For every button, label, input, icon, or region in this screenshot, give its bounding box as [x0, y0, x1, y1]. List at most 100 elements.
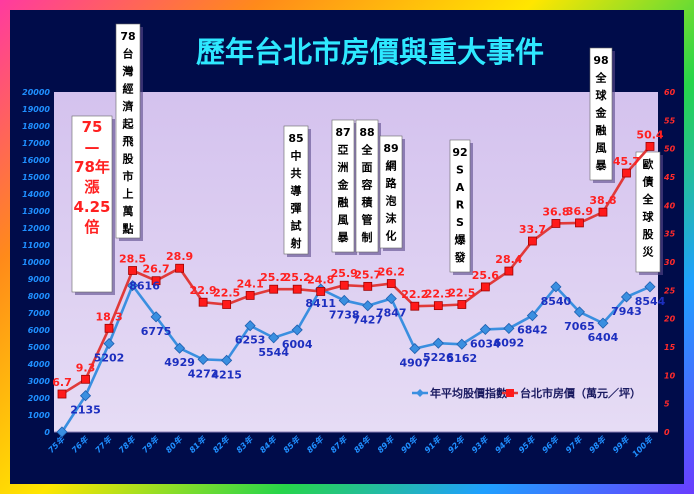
y-left-tick-label: 8000: [28, 292, 51, 301]
house-price-point: [480, 282, 490, 292]
x-tick-label: 83年: [235, 434, 256, 455]
y-left-tick-label: 19000: [22, 105, 50, 114]
house-price-point: [504, 266, 514, 276]
house-price-point: [528, 236, 537, 246]
house-price-point: [575, 218, 584, 228]
annotation-text-line: 亞: [338, 144, 349, 157]
house-price-data-label: 25.2: [284, 271, 311, 284]
stock-index-data-label: 2135: [70, 404, 101, 417]
y-left-tick-label: 0: [44, 428, 50, 437]
annotation-text-line: 全: [361, 143, 374, 157]
y-right-tick-label: 25: [664, 286, 676, 295]
x-tick-label: 77年: [94, 434, 115, 455]
house-price-data-label: 38.8: [589, 194, 616, 207]
y-left-tick-label: 20000: [22, 88, 50, 97]
stock-index-data-label: 7738: [329, 308, 360, 321]
x-tick-label: 98年: [587, 434, 608, 455]
stock-index-data-label: 8616: [129, 280, 160, 293]
x-tick-label: 96年: [540, 434, 561, 455]
stock-index-data-label: 8544: [635, 295, 666, 308]
house-price-point: [269, 284, 279, 294]
annotation-text-line: 4.25: [73, 198, 110, 216]
annotation-text-line: 中: [291, 149, 302, 163]
annotation-text-line: 85: [288, 132, 303, 145]
x-tick-label: 75年: [47, 434, 68, 455]
annotation-background: [331, 119, 355, 253]
x-tick-label: 92年: [446, 434, 467, 455]
legend: 年平均股價指數 台北市房價（萬元／坪）: [412, 386, 641, 400]
y-left-tick-label: 9000: [28, 275, 51, 284]
house-price-point: [645, 141, 655, 151]
x-tick-label: 78年: [117, 434, 138, 455]
series: [56, 141, 656, 438]
annotation-text-line: 債: [642, 175, 654, 189]
annotation-text-line: 容: [361, 178, 373, 192]
annotation-text-line: 點: [122, 222, 134, 236]
annotation-text-line: 化: [386, 229, 397, 243]
x-tick-label: 82年: [211, 434, 232, 455]
annotation-text-line: 彈: [291, 202, 302, 215]
stock-index-point: [597, 317, 609, 329]
y-right-tick-label: 35: [664, 230, 676, 239]
annotation-text-line: 球: [643, 210, 655, 224]
annotation-text-line: 制: [362, 230, 373, 244]
stock-index-data-label: 8411: [305, 297, 336, 310]
house-price-point: [316, 287, 326, 296]
house-price-point: [363, 281, 373, 291]
annotation-text-line: 共: [291, 166, 302, 180]
y-left-tick-label: 14000: [22, 190, 50, 199]
x-tick-label: 76年: [70, 434, 91, 455]
y-left-tick-label: 10000: [22, 258, 50, 267]
house-price-data-label: 45.7: [613, 155, 640, 168]
house-price-point: [222, 300, 232, 309]
x-tick-label: 81年: [188, 434, 209, 455]
house-price-data-label: 22.2: [401, 288, 428, 301]
stock-index-line: [60, 282, 651, 433]
y-left-tick-label: 2000: [28, 394, 51, 403]
legend-stock-label: 年平均股價指數: [430, 386, 507, 400]
stock-index-point: [244, 320, 256, 332]
house-price-data-label: 28.9: [166, 250, 193, 263]
house-price-data-label: 26.2: [378, 266, 405, 279]
y-right-tick-label: 15: [664, 343, 676, 352]
stock-index-point: [291, 324, 303, 336]
stock-index-data-label: 6034: [470, 337, 501, 350]
y-right-tick-label: 30: [664, 258, 676, 267]
chart-frame: 歷年台北市房價與重大事件 0 1000 2000 3000 4000 5000 6000 70…: [10, 10, 684, 484]
house-price-data-label: 25.7: [354, 268, 381, 281]
stock-index-point: [503, 322, 515, 335]
stock-index-data-label: 5226: [423, 351, 454, 364]
y-left-tick-label: 15000: [22, 173, 50, 182]
stock-index-data-label: 5202: [94, 352, 125, 365]
house-price-point: [433, 301, 443, 311]
stock-index-point: [338, 294, 350, 307]
annotation-background: [283, 125, 309, 255]
x-tick-label: 91年: [423, 434, 444, 455]
annotation-text-line: S: [456, 216, 464, 229]
annotation-text-line: 漲: [84, 178, 100, 196]
annotation-text-line: 積: [361, 195, 374, 209]
house-price-data-label: 22.9: [190, 284, 217, 297]
stock-index-data-label: 7427: [352, 314, 383, 327]
annotation-text-line: 面: [362, 161, 373, 174]
stock-index-point: [79, 390, 92, 402]
stock-index-point: [385, 293, 397, 305]
annotation-text-line: 災: [642, 246, 655, 259]
stock-index-point: [362, 300, 374, 312]
annotation-text-line: 股: [643, 228, 655, 241]
annotation-text-line: 金: [595, 106, 608, 120]
chart: 歷年台北市房價與重大事件 0 1000 2000 3000 4000 5000 6000 70…: [22, 23, 676, 459]
legend-price-label: 台北市房價（萬元／坪）: [520, 386, 641, 400]
x-tick-label: 80年: [164, 434, 185, 455]
stock-index-point: [644, 281, 656, 293]
house-price-point: [104, 323, 114, 333]
stock-index-data-label: 5162: [447, 352, 478, 365]
annotation-text-line: 洲: [338, 161, 349, 174]
stock-index-data-label: 8540: [541, 295, 572, 308]
stock-index-point: [268, 332, 280, 344]
y-left-tick-label: 4000: [27, 360, 51, 369]
